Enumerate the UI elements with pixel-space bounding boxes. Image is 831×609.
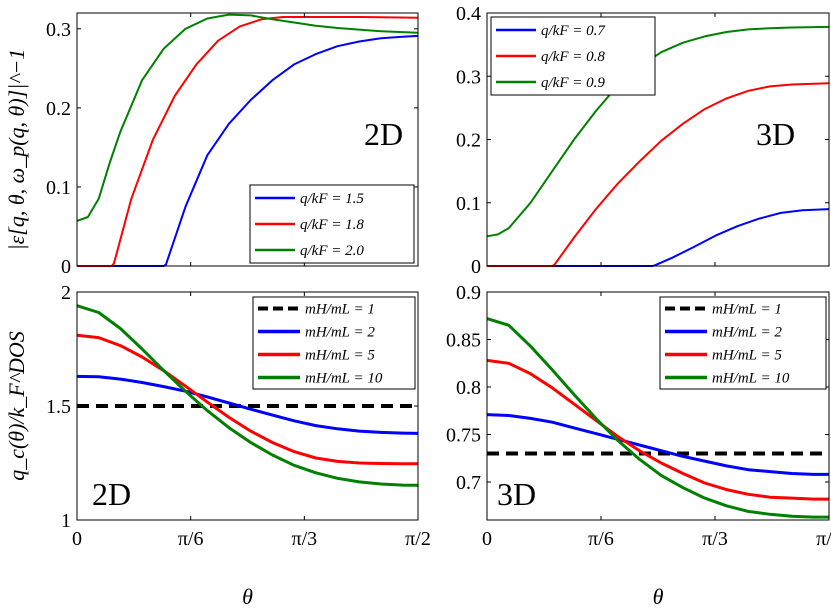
legend: q/kF = 0.7 q/kF = 0.8 q/kF = 0.9 [490, 16, 656, 96]
axes-frame [486, 291, 830, 521]
y-tick-label: 0 [471, 256, 481, 278]
y-tick-label: 0.4 [456, 3, 481, 25]
legend: mH/mL = 1 mH/mL = 2 mH/mL = 5 mH/mL = 10 [659, 296, 827, 390]
y-tick-label: 0.75 [446, 425, 481, 447]
legend: q/kF = 1.5 q/kF = 1.8 q/kF = 2.0 [249, 184, 415, 264]
y-tick-label: 0.3 [456, 66, 481, 88]
legend: mH/mL = 1 mH/mL = 2 mH/mL = 5 mH/mL = 10 [252, 296, 416, 390]
y-tick-label: 0.85 [446, 330, 481, 352]
y-tick-label: 0.1 [456, 193, 481, 215]
panel-top-left: 0 0.1 0.2 0.3 |ε[q, θ, ω_p(q, θ)]|^−1 2D q/kF … [4, 12, 419, 278]
y-tick-label: 0.7 [456, 472, 481, 494]
series-line-3 [76, 304, 419, 487]
series-line-0 [77, 34, 419, 267]
x-tick-label: 0 [482, 528, 492, 550]
legend-label: q/kF = 0.9 [541, 75, 605, 91]
dimension-annotation: 3D [756, 116, 795, 152]
y-tick-label: 1.5 [46, 396, 71, 418]
dimension-annotation: 2D [364, 116, 403, 152]
legend-label: q/kF = 2.0 [300, 243, 364, 259]
dimension-annotation: 2D [92, 476, 131, 512]
x-axis-label: θ [242, 584, 253, 609]
series-line-2 [486, 358, 829, 501]
legend-label: mH/mL = 1 [305, 302, 375, 318]
x-tick-label: π/2 [816, 528, 831, 550]
legend-label: mH/mL = 1 [712, 302, 782, 318]
legend-box [252, 296, 416, 390]
x-tick-label: π/3 [292, 528, 318, 550]
panel-bottom-left: 1 1.5 2 0 π/6 π/3 π/2 θ q_c(θ)/k_F^DOS 2D mH/mL = … [4, 282, 431, 609]
legend-box [659, 296, 827, 390]
series-line-1 [77, 16, 419, 267]
y-tick-label: 1 [61, 510, 71, 532]
series-line-1 [76, 374, 419, 435]
x-tick-label: π/6 [588, 528, 614, 550]
legend-label: q/kF = 1.8 [300, 217, 364, 233]
x-tick-label: 0 [72, 528, 82, 550]
series-line-3 [486, 317, 829, 519]
y-tick-label: 0.9 [456, 282, 481, 304]
legend-label: mH/mL = 2 [712, 325, 782, 341]
y-tick-label: 0.1 [46, 177, 71, 199]
legend-label: mH/mL = 2 [305, 325, 375, 341]
y-axis-label: |ε[q, θ, ω_p(q, θ)]|^−1 [4, 49, 29, 251]
legend-label: mH/mL = 5 [712, 348, 782, 364]
x-tick-label: π/3 [702, 528, 728, 550]
legend-label: q/kF = 0.7 [541, 23, 606, 39]
y-tick-label: 0 [61, 256, 71, 278]
legend-label: mH/mL = 5 [305, 348, 375, 364]
series-line-1 [487, 82, 830, 267]
legend-label: mH/mL = 10 [305, 371, 383, 387]
y-tick-label: 0.8 [456, 377, 481, 399]
x-tick-label: π/6 [178, 528, 204, 550]
series-line-2 [76, 333, 418, 466]
legend-label: q/kF = 1.5 [300, 191, 364, 207]
y-axis-label: q_c(θ)/k_F^DOS [4, 331, 29, 481]
y-tick-label: 0.2 [456, 130, 481, 152]
panel-bottom-right: 0.70.750.80.850.90π/6π/3π/2θ3DmH/mL = 1m… [446, 282, 831, 609]
y-tick-label: 2 [61, 282, 71, 304]
y-tick-label: 0.2 [46, 98, 71, 120]
series-line-2 [76, 13, 419, 222]
dimension-annotation: 3D [497, 476, 536, 512]
series-line-1 [486, 413, 829, 476]
x-tick-label: π/2 [405, 528, 431, 550]
legend-label: q/kF = 0.8 [541, 49, 605, 65]
legend-label: mH/mL = 10 [712, 371, 790, 387]
axes-frame [76, 12, 419, 267]
x-axis-label: θ [653, 584, 664, 609]
y-tick-label: 0.3 [46, 19, 71, 41]
